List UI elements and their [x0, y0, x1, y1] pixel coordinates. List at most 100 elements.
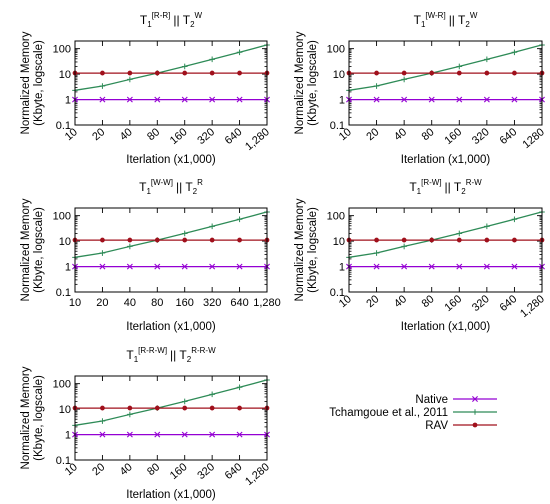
x-tick-label: 640 — [498, 293, 520, 314]
data-point — [126, 96, 133, 103]
chart-title: T1[R-R] || T2W — [140, 11, 203, 29]
data-point — [373, 250, 380, 256]
title-text: T — [126, 348, 134, 362]
x-axis-label: Iterlation (x1,000) — [126, 154, 216, 166]
plot-frame — [348, 40, 543, 126]
x-tick-label: 80 — [145, 126, 162, 143]
y-axis-label-line: (Kbyte, logscale) — [33, 40, 45, 126]
data-point — [373, 263, 380, 270]
data-point — [209, 431, 216, 438]
x-tick-label: 1,280 — [518, 293, 547, 320]
series-line — [74, 44, 268, 91]
data-point — [236, 384, 243, 391]
title-subscript: 2 — [465, 20, 470, 29]
legend-marker — [472, 396, 478, 402]
y-tick-label: 100 — [53, 211, 71, 223]
data-point — [100, 405, 105, 411]
title-superscript: W — [470, 11, 478, 20]
data-point — [126, 431, 133, 438]
x-tick-label: 320 — [203, 297, 221, 309]
chart-title: T1[R-W] || T2R-W — [409, 178, 482, 196]
data-point — [236, 96, 243, 103]
data-point — [99, 431, 106, 438]
series-line — [74, 379, 268, 426]
title-subscript: 2 — [461, 187, 466, 196]
data-point — [512, 70, 517, 76]
data-point — [401, 70, 407, 76]
legend-label: Tchamgoue et al., 2011 — [329, 407, 448, 419]
y-axis-label: Normalized Memory(Kbyte, logscale) — [294, 198, 319, 301]
x-tick-label: 160 — [442, 126, 464, 147]
series-line — [348, 44, 543, 91]
title-subscript: 1 — [417, 187, 422, 196]
x-axis-label: Iterlation (x1,000) — [401, 154, 491, 166]
x-tick-label: 20 — [364, 293, 381, 310]
x-tick-label: 20 — [90, 461, 107, 478]
x-tick-label: 160 — [168, 461, 190, 482]
title-superscript: [W-R] — [425, 11, 445, 20]
data-point — [127, 405, 133, 411]
series-rav — [72, 405, 270, 411]
data-point — [154, 237, 160, 243]
data-point — [99, 418, 106, 424]
data-point — [209, 237, 215, 243]
title-subscript: 1 — [146, 187, 151, 196]
data-point — [127, 70, 133, 76]
data-point — [511, 49, 518, 56]
y-axis-label-line: (Kbyte, logscale) — [307, 40, 319, 126]
data-point — [374, 70, 379, 76]
y-tick-label: 0.1 — [56, 120, 71, 132]
x-tick-label: 1,280 — [243, 461, 272, 488]
series-tchamgoue-et-al-2011 — [72, 377, 270, 429]
y-axis-label-line: (Kbyte, logscale) — [307, 207, 319, 293]
x-tick-label: 20 — [364, 126, 381, 143]
x-tick-label: 160 — [442, 293, 464, 314]
data-point — [181, 263, 188, 270]
y-tick-label: 0.1 — [56, 287, 71, 299]
y-tick-label: 1 — [339, 262, 345, 274]
data-point — [209, 223, 215, 230]
data-point — [428, 263, 435, 270]
x-tick-label: 1280 — [520, 126, 546, 151]
y-tick-label: 10 — [333, 69, 345, 81]
y-axis-label-line: Normalized Memory — [20, 31, 32, 134]
y-axis-label: Normalized Memory(Kbyte, logscale) — [20, 198, 45, 301]
title-subscript: 1 — [421, 20, 426, 29]
x-axis-label: Iterlation (x1,000) — [126, 489, 216, 501]
y-axis-label-line: Normalized Memory — [20, 366, 32, 469]
y-tick-label: 10 — [59, 236, 71, 248]
title-superscript: R — [197, 178, 203, 187]
y-tick-label: 1 — [65, 262, 71, 274]
data-point — [456, 263, 463, 270]
series-rav — [72, 70, 270, 76]
y-tick-label: 1 — [65, 95, 71, 107]
series-native — [72, 263, 270, 270]
title-superscript: W — [195, 11, 203, 20]
data-point — [401, 237, 407, 243]
data-point — [209, 70, 215, 76]
legend-marker — [472, 422, 478, 428]
data-point — [182, 237, 188, 243]
data-point — [236, 49, 243, 56]
plot-frame — [74, 40, 268, 126]
data-point — [182, 405, 188, 411]
data-point — [126, 263, 133, 270]
plot-frame — [74, 375, 268, 461]
x-tick-label: 40 — [392, 126, 409, 143]
y-tick-label: 100 — [327, 211, 345, 223]
series-tchamgoue-et-al-2011 — [346, 209, 545, 261]
data-point — [373, 96, 380, 103]
x-tick-label: 320 — [195, 126, 217, 147]
plot-frame — [74, 207, 268, 293]
data-point — [100, 70, 105, 76]
series-tchamgoue-et-al-2011 — [346, 42, 545, 94]
x-tick-label: 320 — [470, 126, 492, 147]
data-point — [181, 230, 188, 237]
data-point — [99, 250, 106, 256]
series-line — [348, 211, 543, 258]
data-point — [154, 405, 160, 411]
x-tick-label: 160 — [168, 126, 190, 147]
title-text: || T — [176, 180, 193, 194]
